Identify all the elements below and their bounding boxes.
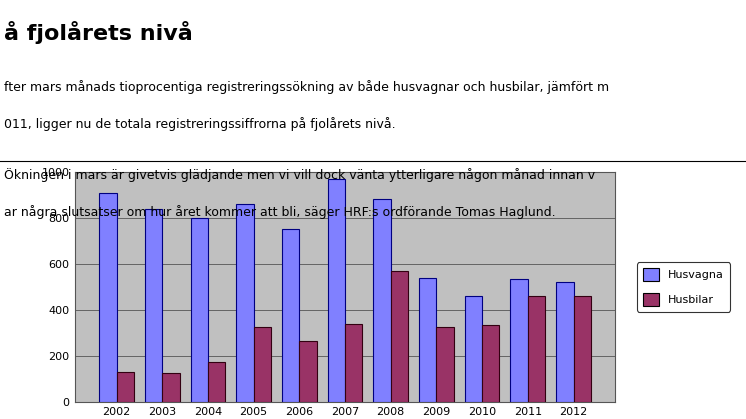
- Bar: [254, 327, 271, 402]
- Bar: [556, 282, 574, 402]
- Bar: [510, 279, 528, 402]
- Bar: [482, 325, 500, 402]
- Bar: [236, 204, 254, 402]
- Text: 011, ligger nu de totala registreringssiffrorna på fjolårets nivå.: 011, ligger nu de totala registreringssi…: [4, 117, 395, 131]
- Bar: [282, 230, 299, 402]
- Bar: [145, 209, 162, 402]
- Bar: [419, 278, 436, 402]
- Bar: [208, 362, 225, 402]
- Bar: [465, 296, 482, 402]
- Bar: [162, 373, 180, 402]
- Text: fter mars månads tioprocentiga registreringssökning av både husvagnar och husbil: fter mars månads tioprocentiga registrer…: [4, 80, 609, 93]
- Bar: [116, 372, 134, 402]
- Bar: [99, 193, 116, 402]
- Bar: [436, 327, 454, 402]
- Text: å fjolårets nivå: å fjolårets nivå: [4, 21, 192, 44]
- Text: ar några slutsatser om hur året kommer att bli, säger HRF:s ordförande Tomas Hag: ar några slutsatser om hur året kommer a…: [4, 205, 555, 219]
- Bar: [373, 199, 391, 402]
- Bar: [574, 296, 591, 402]
- Bar: [299, 341, 317, 402]
- Bar: [327, 179, 345, 402]
- Bar: [528, 296, 545, 402]
- Bar: [345, 324, 363, 402]
- Bar: [391, 271, 408, 402]
- Text: Ökningen i mars är givetvis glädjande men vi vill dock vänta ytterligare någon m: Ökningen i mars är givetvis glädjande me…: [4, 168, 595, 181]
- Legend: Husvagna, Husbilar: Husvagna, Husbilar: [637, 262, 730, 312]
- Bar: [190, 218, 208, 402]
